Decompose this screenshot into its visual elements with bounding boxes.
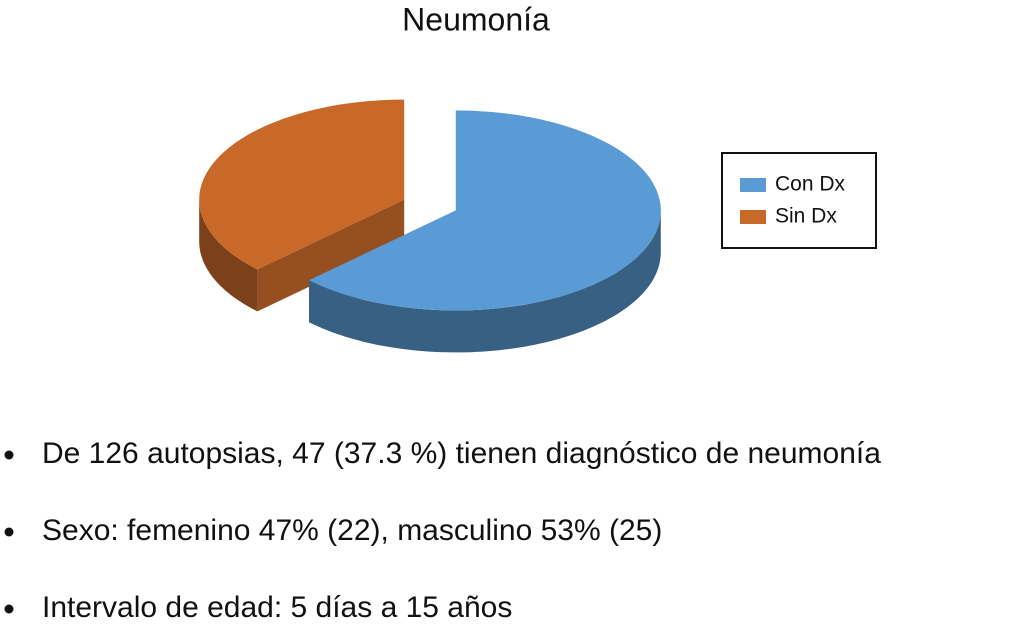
bullet-list: De 126 autopsias, 47 (37.3 %) tienen dia…	[5, 437, 882, 624]
bullet-dot	[5, 605, 14, 614]
bullet-dot	[5, 528, 14, 537]
bullet-text: Intervalo de edad: 5 días a 15 años	[42, 591, 512, 624]
bullet-text: De 126 autopsias, 47 (37.3 %) tienen dia…	[42, 437, 881, 470]
bullet-text: Sexo: femenino 47% (22), masculino 53% (…	[42, 514, 662, 547]
legend-swatch	[740, 210, 766, 224]
legend-box	[722, 153, 876, 248]
bullet-dot	[5, 451, 14, 460]
pie	[199, 100, 661, 353]
legend-swatch	[740, 178, 766, 192]
legend-label: Con Dx	[775, 173, 846, 196]
chart-title: Neumonía	[402, 1, 550, 37]
legend-label: Sin Dx	[775, 205, 837, 228]
